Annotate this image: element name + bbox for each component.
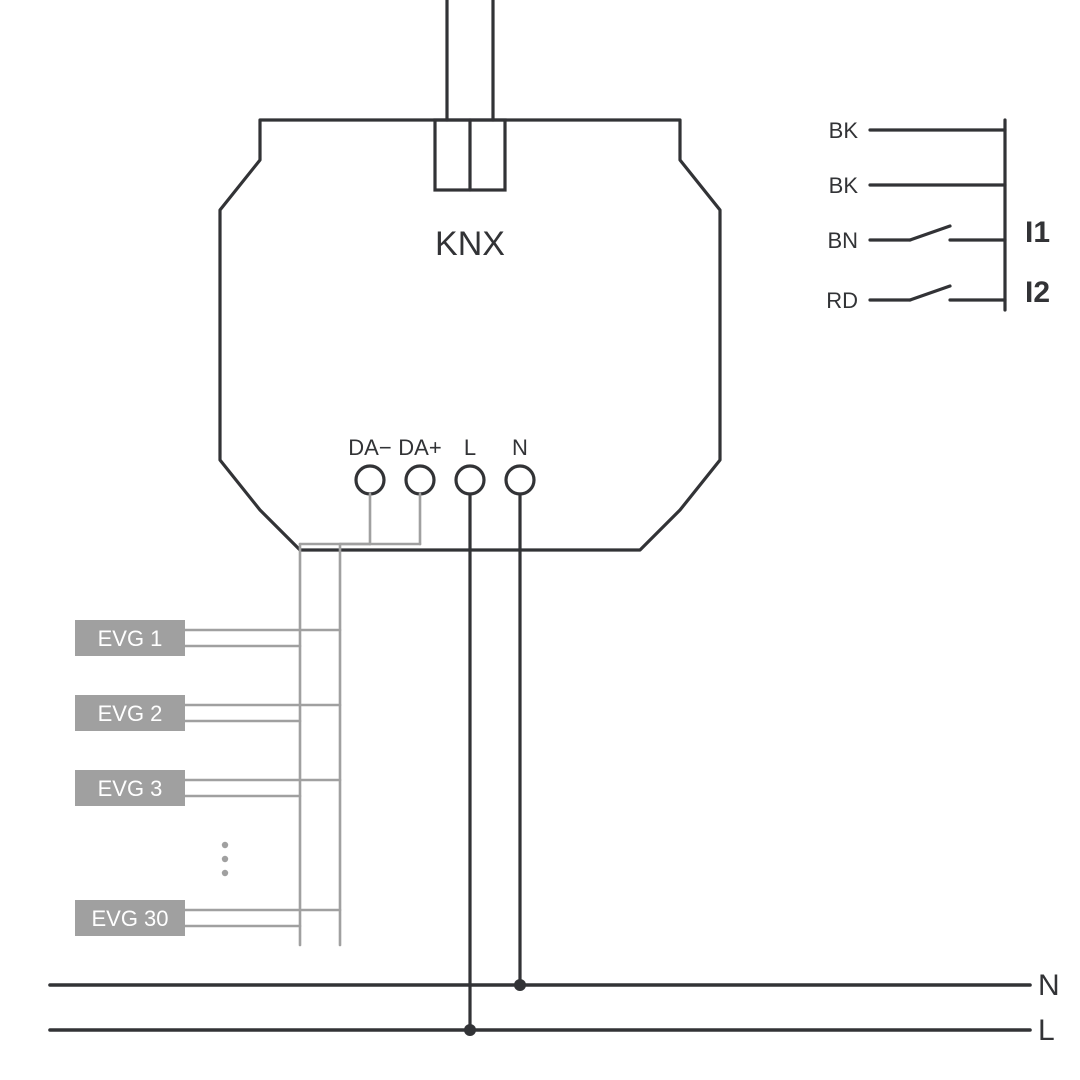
input-code-RD: RD <box>826 288 858 313</box>
terminal-label-L: L <box>464 435 476 460</box>
terminal-label-da_plus: DA+ <box>398 435 441 460</box>
evg-label: EVG 30 <box>91 906 168 931</box>
evg-label: EVG 2 <box>98 701 163 726</box>
evg-ellipsis <box>222 870 228 876</box>
switch-icon <box>910 226 950 240</box>
rail-label-L: L <box>1038 1014 1055 1047</box>
terminal-N <box>506 466 534 494</box>
evg-label: EVG 3 <box>98 776 163 801</box>
terminal-da_plus <box>406 466 434 494</box>
rail-label-N: N <box>1038 969 1060 1002</box>
device-label: KNX <box>435 225 505 263</box>
evg-ellipsis <box>222 842 228 848</box>
input-code-BK: BK <box>829 173 859 198</box>
input-group-I1: I1 <box>1025 216 1050 249</box>
terminal-label-N: N <box>512 435 528 460</box>
junction-L <box>464 1024 476 1036</box>
input-code-BN: BN <box>827 228 858 253</box>
switch-icon <box>910 286 950 300</box>
evg-label: EVG 1 <box>98 626 163 651</box>
input-group-I2: I2 <box>1025 276 1050 309</box>
terminal-da_minus <box>356 466 384 494</box>
terminal-L <box>456 466 484 494</box>
evg-ellipsis <box>222 856 228 862</box>
input-code-BK: BK <box>829 118 859 143</box>
wiring-diagram: NLKNXDA−DA+LNEVG 1EVG 2EVG 3EVG 30BKBKBN… <box>0 0 1080 1080</box>
junction-N <box>514 979 526 991</box>
terminal-label-da_minus: DA− <box>348 435 391 460</box>
